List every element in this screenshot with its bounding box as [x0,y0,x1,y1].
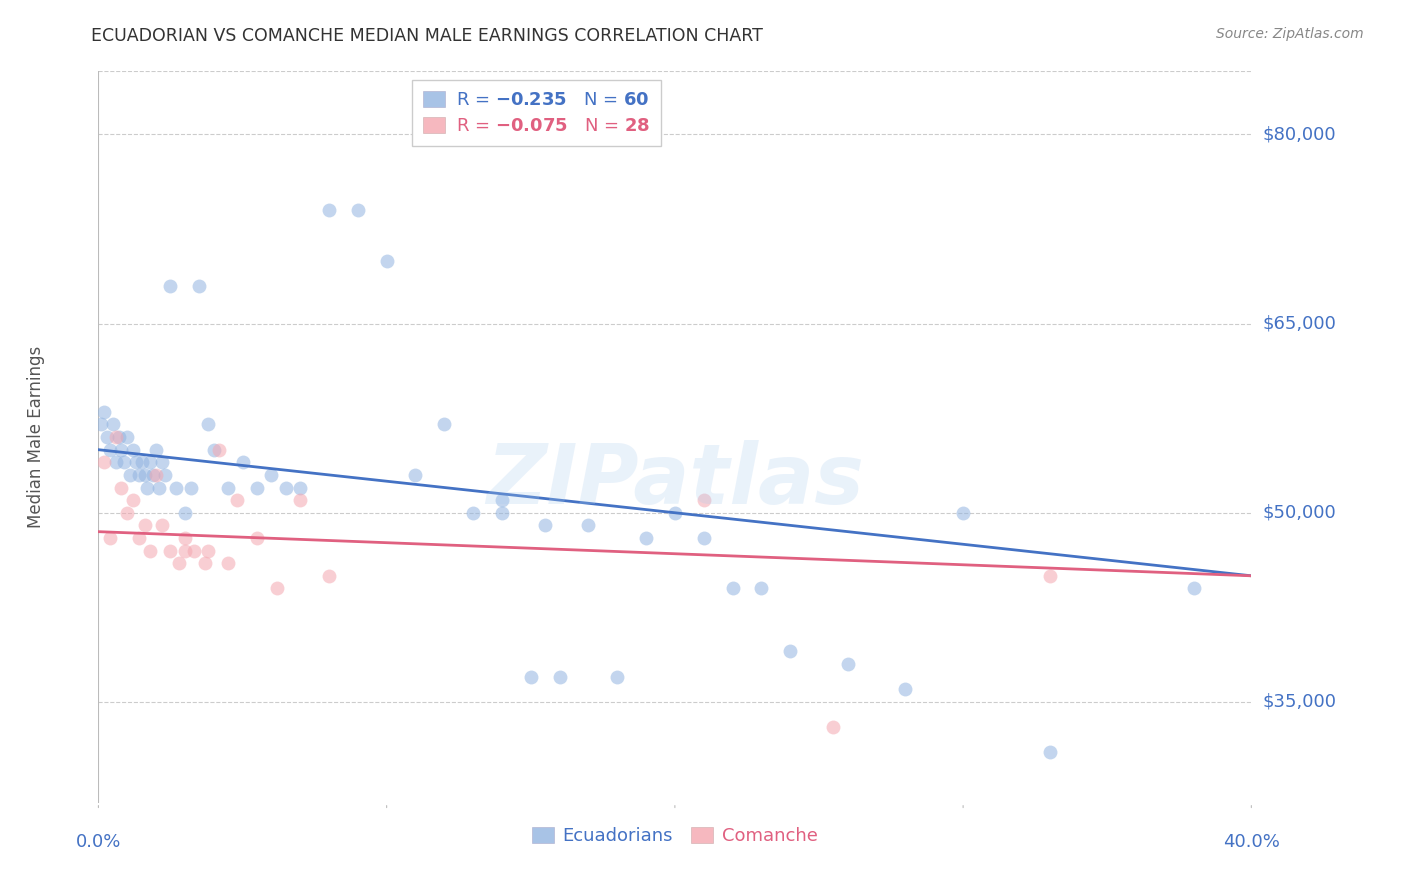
Point [150,455,173,469]
Text: $50,000: $50,000 [1263,504,1336,522]
Point [1039,745,1062,759]
Point [290,481,312,495]
Point [197,543,219,558]
Point [225,493,247,508]
Point [122,493,145,508]
Point [139,455,162,469]
Point [197,417,219,432]
Point [952,506,974,520]
Point [104,430,127,444]
Text: $80,000: $80,000 [1263,126,1336,144]
Point [136,481,159,495]
Point [260,467,283,482]
Point [101,417,124,432]
Point [98,442,121,457]
Point [93,455,115,469]
Point [122,442,145,457]
Point [188,278,211,293]
Point [110,442,132,457]
Point [491,506,513,520]
Point [751,582,773,596]
Point [134,467,156,482]
Text: 0.0%: 0.0% [76,833,121,851]
Point [139,543,162,558]
Point [461,506,484,520]
Point [534,518,557,533]
Point [405,467,427,482]
Point [174,543,197,558]
Point [104,455,127,469]
Text: ZIPatlas: ZIPatlas [486,441,863,522]
Point [1182,582,1205,596]
Point [131,455,153,469]
Point [231,455,254,469]
Point [1039,569,1062,583]
Point [148,481,170,495]
Point [180,481,202,495]
Point [548,670,571,684]
Point [274,481,297,495]
Point [159,543,181,558]
Point [128,467,150,482]
Point [318,203,340,218]
Text: 40.0%: 40.0% [1223,833,1279,851]
Point [721,582,744,596]
Point [167,556,190,570]
Point [134,518,156,533]
Point [779,644,801,658]
Point [174,506,197,520]
Point [183,543,205,558]
Point [112,455,135,469]
Point [110,481,132,495]
Point [837,657,859,671]
Point [90,417,112,432]
Point [246,531,269,545]
Point [208,442,231,457]
Point [153,467,176,482]
Point [93,405,115,419]
Point [98,531,121,545]
Point [117,506,139,520]
Point [606,670,628,684]
Legend: Ecuadorians, Comanche: Ecuadorians, Comanche [524,820,825,852]
Point [433,417,456,432]
Point [128,531,150,545]
Point [142,467,165,482]
Text: $65,000: $65,000 [1263,315,1336,333]
Point [202,442,225,457]
Point [636,531,658,545]
Point [145,467,167,482]
Point [491,493,513,508]
Point [346,203,368,218]
Point [290,493,312,508]
Point [174,531,197,545]
Point [246,481,269,495]
Point [145,442,167,457]
Point [266,582,288,596]
Point [194,556,217,570]
Point [823,720,845,734]
Point [520,670,543,684]
Point [578,518,600,533]
Text: Source: ZipAtlas.com: Source: ZipAtlas.com [1216,27,1364,41]
Point [125,455,148,469]
Point [159,278,181,293]
Point [693,531,716,545]
Point [217,556,239,570]
Point [107,430,129,444]
Point [318,569,340,583]
Point [150,518,173,533]
Point [120,467,142,482]
Point [117,430,139,444]
Point [217,481,239,495]
Text: ECUADORIAN VS COMANCHE MEDIAN MALE EARNINGS CORRELATION CHART: ECUADORIAN VS COMANCHE MEDIAN MALE EARNI… [91,27,763,45]
Text: Median Male Earnings: Median Male Earnings [27,346,45,528]
Point [664,506,686,520]
Point [693,493,716,508]
Point [96,430,118,444]
Text: $35,000: $35,000 [1263,693,1337,711]
Point [894,682,917,697]
Point [375,253,398,268]
Point [165,481,187,495]
